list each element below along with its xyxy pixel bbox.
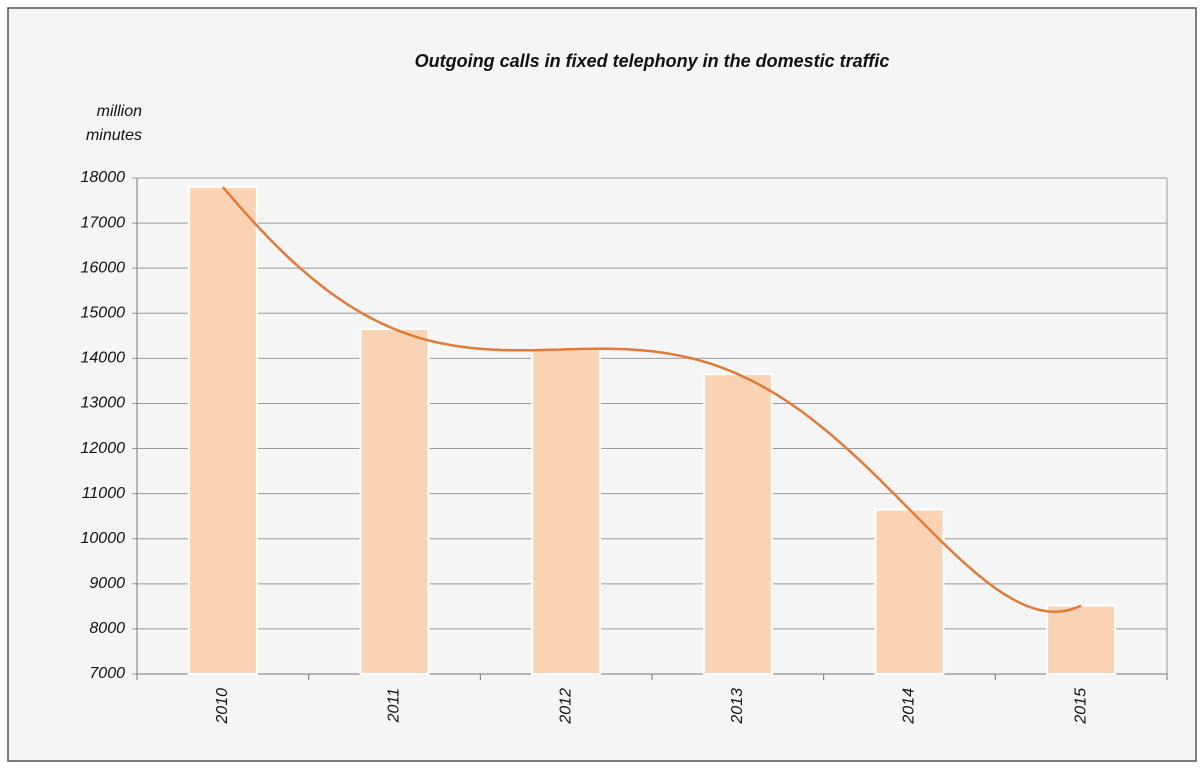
y-tick-label: 9000 bbox=[89, 575, 125, 592]
y-tick-label: 10000 bbox=[81, 530, 126, 547]
y-tick-label: 8000 bbox=[89, 620, 125, 637]
bar bbox=[531, 348, 602, 675]
chart-title: Outgoing calls in fixed telephony in the… bbox=[415, 51, 890, 71]
y-tick-label: 7000 bbox=[89, 665, 125, 682]
bar bbox=[1046, 604, 1117, 675]
y-tick-label: 17000 bbox=[81, 214, 126, 231]
x-tick-label: 2010 bbox=[214, 688, 231, 725]
bar bbox=[359, 328, 430, 675]
trend-line bbox=[221, 186, 1082, 613]
y-tick-label: 11000 bbox=[82, 485, 125, 502]
bar bbox=[187, 186, 258, 675]
y-tick-label: 14000 bbox=[81, 350, 126, 367]
x-tick-label: 2012 bbox=[557, 688, 574, 725]
y-tick-label: 16000 bbox=[81, 259, 126, 276]
y-tick-label: 18000 bbox=[81, 169, 126, 186]
y-axis-label: million bbox=[97, 103, 142, 120]
x-tick-label: 2015 bbox=[1072, 688, 1089, 725]
x-tick-label: 2014 bbox=[901, 688, 918, 725]
y-tick-label: 13000 bbox=[81, 395, 126, 412]
bar bbox=[702, 373, 773, 675]
y-tick-label: 12000 bbox=[81, 440, 126, 457]
y-axis-label: minutes bbox=[86, 127, 142, 144]
x-tick-label: 2013 bbox=[729, 688, 746, 725]
y-tick-label: 15000 bbox=[81, 304, 126, 321]
x-tick-label: 2011 bbox=[386, 688, 403, 723]
chart-frame bbox=[7, 7, 1197, 762]
